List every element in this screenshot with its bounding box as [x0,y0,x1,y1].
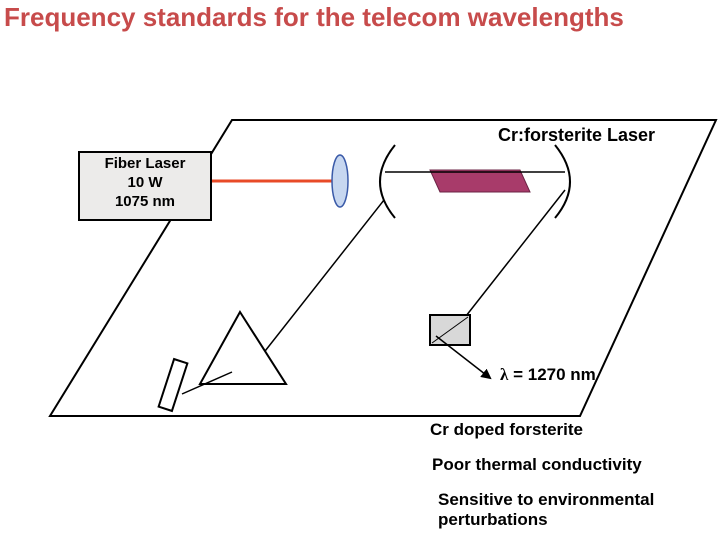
fiber-line-1: Fiber Laser [80,155,210,174]
cr-forsterite-label: Cr:forsterite Laser [498,125,655,146]
fold-beam-left [258,200,384,360]
prism [200,312,286,384]
fold-beam-right [455,190,565,330]
note-cr-doped: Cr doped forsterite [430,420,583,440]
note-thermal: Poor thermal conductivity [432,455,642,475]
cavity-mirror-right [555,145,570,218]
output-coupler [159,359,188,411]
cavity-mirror-left [380,145,395,218]
wavelength-label: λ = 1270 nm [500,365,596,385]
fiber-laser-box: Fiber Laser 10 W 1075 nm [78,151,212,221]
lambda-value: = 1270 nm [508,365,595,384]
fiber-line-3: 1075 nm [80,193,210,212]
forsterite-crystal [430,170,530,192]
fiber-line-2: 10 W [80,174,210,193]
note-env-1: Sensitive to environmental [438,490,654,510]
focusing-lens [332,155,348,207]
note-env-2: perturbations [438,510,548,530]
